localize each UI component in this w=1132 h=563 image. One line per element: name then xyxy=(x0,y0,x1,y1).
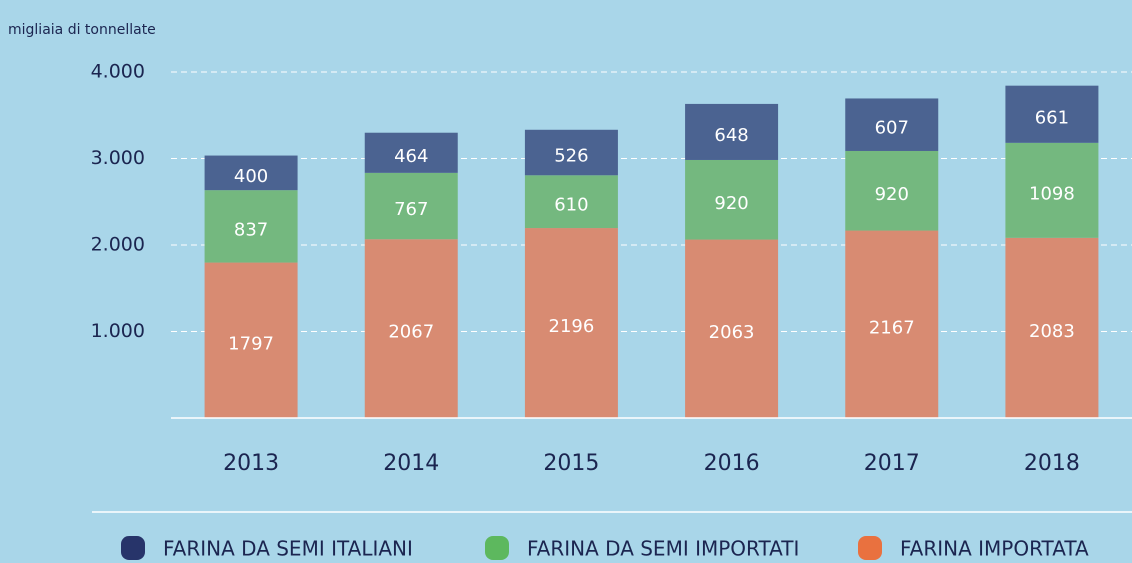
value-label: 400 xyxy=(234,166,268,187)
value-label: 610 xyxy=(554,195,588,216)
value-label: 1797 xyxy=(228,333,274,354)
value-label: 837 xyxy=(234,219,268,240)
y-tick-label: 1.000 xyxy=(91,320,145,342)
value-label: 2063 xyxy=(709,322,755,343)
bar-segment xyxy=(845,230,939,418)
bar-segment xyxy=(1005,85,1099,143)
x-tick-label: 2016 xyxy=(704,451,760,476)
legend-label: FARINA DA SEMI ITALIANI xyxy=(163,537,413,561)
legend-marker xyxy=(121,536,145,560)
legend-label: FARINA DA SEMI IMPORTATI xyxy=(527,537,799,561)
x-tick-label: 2015 xyxy=(543,451,599,476)
bar-segment xyxy=(364,172,458,240)
bar-segment xyxy=(845,150,939,231)
bar-segment xyxy=(524,175,618,229)
x-tick-label: 2013 xyxy=(223,451,279,476)
value-label: 2196 xyxy=(549,316,595,337)
value-label: 526 xyxy=(554,146,588,167)
x-tick-label: 2014 xyxy=(383,451,439,476)
y-tick-label: 2.000 xyxy=(91,234,145,256)
y-tick-label: 4.000 xyxy=(91,61,145,83)
value-label: 464 xyxy=(394,146,428,167)
y-axis-label: migliaia di tonnellate xyxy=(8,22,156,38)
value-label: 767 xyxy=(394,199,428,220)
bar-segment xyxy=(364,132,458,173)
bar-segment xyxy=(685,239,779,418)
bar-segment xyxy=(524,129,618,176)
value-label: 648 xyxy=(714,125,748,146)
bar-segment xyxy=(364,239,458,418)
bar-segment xyxy=(524,228,618,418)
x-tick-label: 2018 xyxy=(1024,451,1080,476)
value-label: 661 xyxy=(1035,107,1069,128)
value-label: 2067 xyxy=(388,322,434,343)
value-label: 2083 xyxy=(1029,321,1075,342)
value-label: 607 xyxy=(875,118,909,139)
value-label: 1098 xyxy=(1029,183,1075,204)
bar-segment xyxy=(845,98,939,151)
y-tick-label: 3.000 xyxy=(91,147,145,169)
value-label: 920 xyxy=(714,193,748,214)
bar-segment xyxy=(1005,142,1099,238)
legend-label: FARINA IMPORTATA xyxy=(900,537,1089,561)
bar-segment xyxy=(204,155,298,191)
bar-segment xyxy=(204,190,298,263)
legend-marker xyxy=(858,536,882,560)
bar-segment xyxy=(204,262,298,418)
bar-segment xyxy=(685,159,779,240)
bar-segment xyxy=(685,103,779,160)
bar-segment xyxy=(1005,237,1099,418)
x-tick-label: 2017 xyxy=(864,451,920,476)
value-label: 920 xyxy=(875,184,909,205)
legend-marker xyxy=(485,536,509,560)
value-label: 2167 xyxy=(869,317,915,338)
